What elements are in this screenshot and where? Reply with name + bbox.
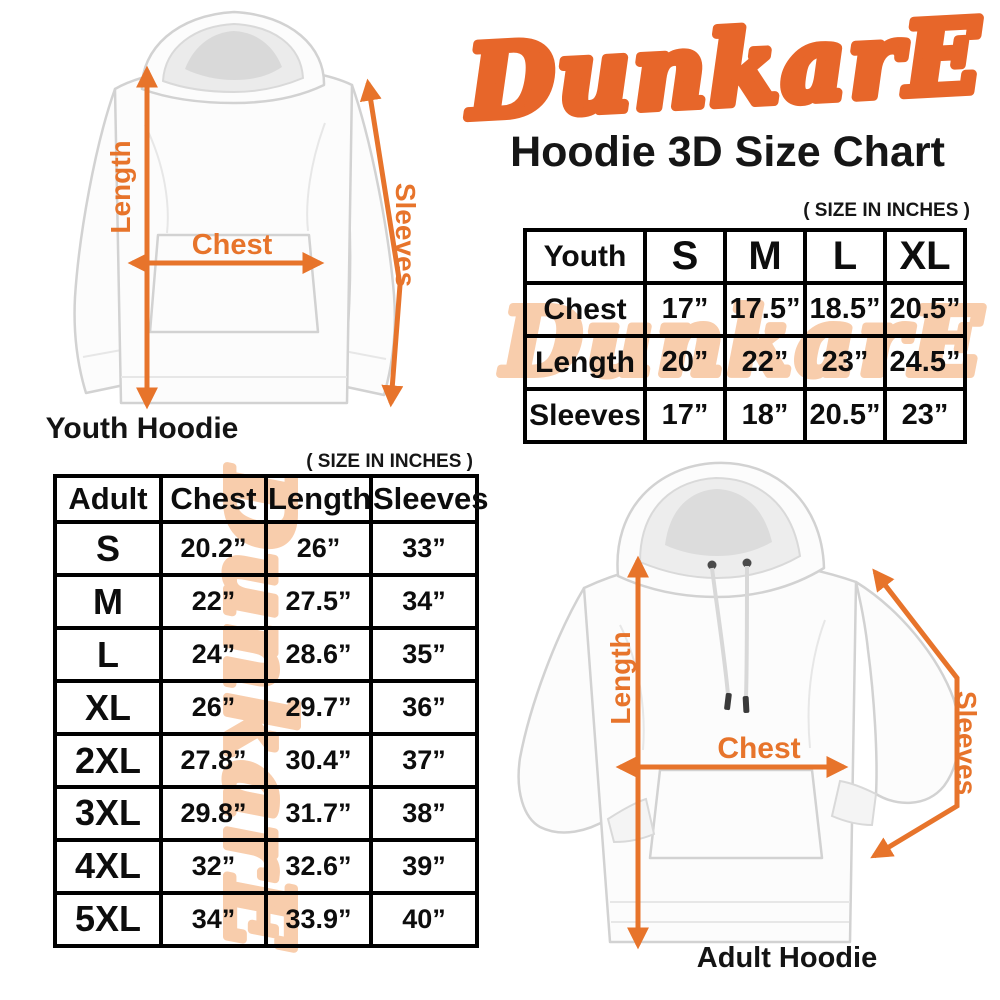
size-label: M: [53, 573, 163, 631]
table-cell: 38”: [369, 785, 479, 842]
size-label: S: [53, 520, 163, 578]
table-cell: 22”: [723, 334, 807, 391]
sleeves-arrow-label: Sleeves: [951, 691, 982, 795]
table-cell: 27.5”: [264, 573, 373, 631]
table-cell: 32.6”: [264, 837, 373, 895]
table-cell: 20.5”: [883, 281, 967, 338]
youth-size-table: Youth S M L XL Chest 17” 17.5” 18.5” 20.…: [523, 228, 967, 444]
table-cell: 20.2”: [159, 520, 268, 578]
table-cell: 17.5”: [723, 281, 807, 338]
table-cell: 17”: [643, 387, 727, 444]
table-cell: 20”: [643, 334, 727, 391]
adult-col-length: Length: [264, 473, 373, 525]
adult-size-table: Adult Chest Length Sleeves S 20.2” 26” 3…: [53, 473, 489, 949]
youth-table-header-row: Youth S M L XL: [523, 228, 967, 285]
row-label: Length: [523, 334, 647, 391]
adult-col-sleeves: Sleeves: [369, 473, 489, 525]
table-cell: 26”: [264, 520, 373, 578]
chest-arrow-label: Chest: [717, 732, 800, 765]
table-cell: 27.8”: [159, 732, 268, 789]
youth-size-col-s: S: [643, 228, 727, 285]
adult-measure-arrows: Length Chest Sleeves: [605, 555, 982, 950]
adult-row-2xl: 2XL 27.8” 30.4” 37”: [53, 732, 479, 789]
page-title: Hoodie 3D Size Chart: [510, 128, 945, 176]
sleeves-arrow: [870, 568, 960, 859]
adult-row-l: L 24” 28.6” 35”: [53, 626, 479, 684]
table-cell: 18.5”: [803, 281, 887, 338]
youth-length-row: Length 20” 22” 23” 24.5”: [523, 334, 967, 391]
youth-measure-arrows: Length Chest Sleeves: [105, 65, 421, 410]
table-cell: 23”: [883, 387, 967, 444]
table-cell: 40”: [369, 890, 479, 949]
table-cell: 33.9”: [264, 890, 373, 949]
size-label: XL: [53, 679, 163, 737]
sleeves-arrow: [359, 78, 404, 408]
youth-table-corner-cell: Youth: [523, 228, 647, 285]
table-cell: 34”: [369, 573, 479, 631]
drawstrings: [707, 558, 752, 714]
size-label: L: [53, 626, 163, 684]
adult-row-m: M 22” 27.5” 34”: [53, 573, 479, 631]
table-cell: 20.5”: [803, 387, 887, 444]
length-arrow-label: Length: [605, 631, 636, 724]
youth-chest-row: Chest 17” 17.5” 18.5” 20.5”: [523, 281, 967, 338]
table-cell: 24.5”: [883, 334, 967, 391]
table-cell: 34”: [159, 890, 268, 949]
table-cell: 37”: [369, 732, 479, 789]
adult-row-5xl: 5XL 34” 33.9” 40”: [53, 890, 479, 949]
table-cell: 23”: [803, 334, 887, 391]
table-cell: 33”: [369, 520, 479, 578]
adult-row-3xl: 3XL 29.8” 31.7” 38”: [53, 785, 479, 842]
brand-logo: DunkarE: [457, 0, 991, 146]
adult-col-chest: Chest: [159, 473, 268, 525]
adult-row-xl: XL 26” 29.7” 36”: [53, 679, 479, 737]
kangaroo-pocket: [648, 768, 824, 860]
table-cell: 18”: [723, 387, 807, 444]
size-label: 3XL: [53, 785, 163, 842]
table-cell: 28.6”: [264, 626, 373, 684]
table-cell: 31.7”: [264, 785, 373, 842]
size-in-inches-note-adult: ( SIZE IN INCHES ): [306, 451, 473, 472]
table-cell: 29.7”: [264, 679, 373, 737]
table-cell: 26”: [159, 679, 268, 737]
size-label: 2XL: [53, 732, 163, 789]
adult-hoodie-caption: Adult Hoodie: [696, 942, 878, 974]
adult-table-corner-cell: Adult: [53, 473, 163, 525]
row-label: Sleeves: [523, 387, 647, 444]
table-cell: 35”: [369, 626, 479, 684]
size-in-inches-note-youth: ( SIZE IN INCHES ): [803, 200, 970, 221]
adult-hoodie-illustration: [517, 461, 961, 944]
table-cell: 36”: [369, 679, 479, 737]
adult-hoodie-diagram: Length Chest Sleeves: [517, 461, 982, 950]
table-cell: 32”: [159, 837, 268, 895]
youth-size-col-xl: XL: [883, 228, 967, 285]
adult-row-s: S 20.2” 26” 33”: [53, 520, 479, 578]
table-cell: 39”: [369, 837, 479, 895]
youth-hoodie-diagram: Length Chest Sleeves: [73, 10, 421, 410]
table-cell: 17”: [643, 281, 727, 338]
youth-hoodie-caption: Youth Hoodie: [45, 412, 239, 445]
adult-table-header-row: Adult Chest Length Sleeves: [53, 473, 489, 525]
youth-size-col-l: L: [803, 228, 887, 285]
length-arrow-label: Length: [105, 140, 136, 233]
chest-arrow-label: Chest: [192, 229, 273, 261]
table-cell: 30.4”: [264, 732, 373, 789]
table-cell: 24”: [159, 626, 268, 684]
row-label: Chest: [523, 281, 647, 338]
brand-logo-text: DunkarE: [462, 0, 987, 142]
sleeves-arrow-label: Sleeves: [390, 183, 421, 287]
youth-hoodie-illustration: [73, 10, 397, 405]
youth-sleeves-row: Sleeves 17” 18” 20.5” 23”: [523, 387, 967, 444]
youth-size-col-m: M: [723, 228, 807, 285]
size-label: 5XL: [53, 890, 163, 949]
size-label: 4XL: [53, 837, 163, 895]
table-cell: 22”: [159, 573, 268, 631]
table-cell: 29.8”: [159, 785, 268, 842]
adult-row-4xl: 4XL 32” 32.6” 39”: [53, 837, 479, 895]
